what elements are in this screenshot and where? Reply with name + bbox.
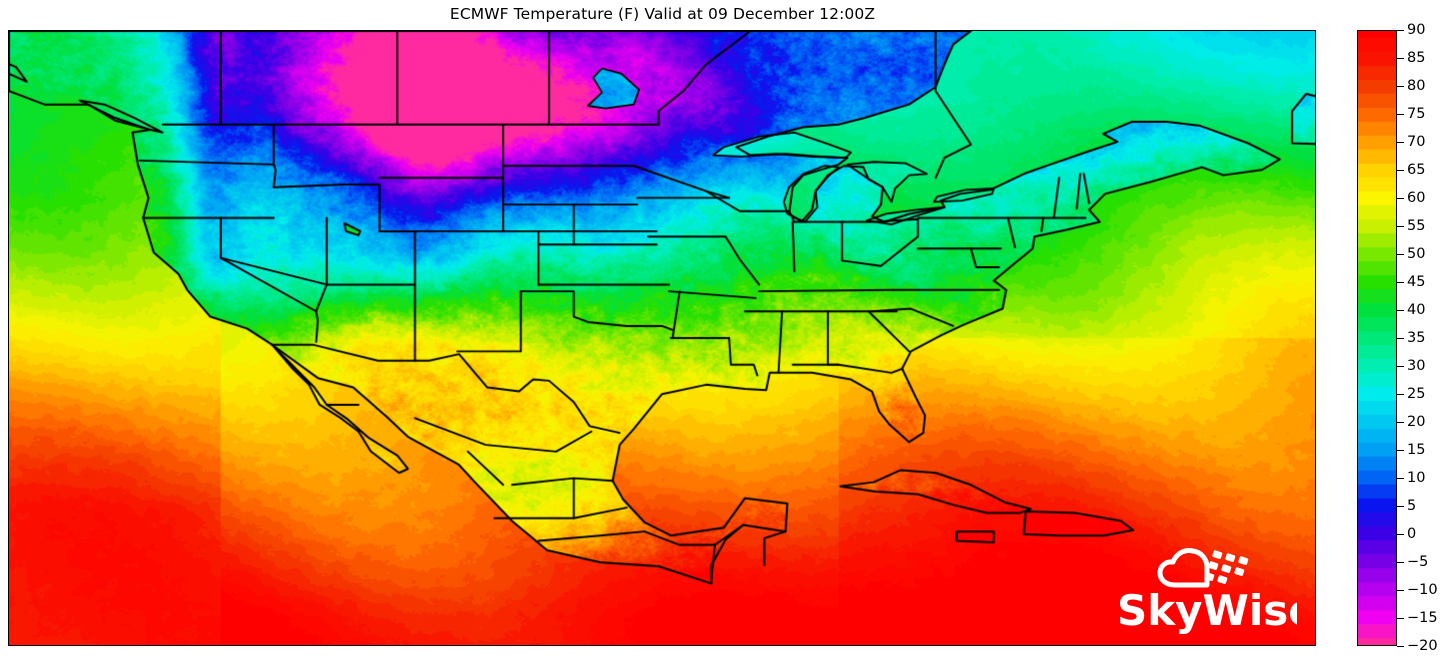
colorbar-tick-label: 85	[1407, 49, 1426, 66]
colorbar-tick	[1397, 338, 1404, 339]
colorbar-tick	[1397, 254, 1404, 255]
colorbar-tick-label: 60	[1407, 189, 1426, 206]
colorbar-tick	[1397, 198, 1404, 199]
colorbar-tick-label: 50	[1407, 245, 1426, 262]
colorbar-tick	[1397, 366, 1404, 367]
colorbar-tick	[1397, 170, 1404, 171]
colorbar-tick-label: −15	[1407, 609, 1438, 626]
colorbar-tick-label: 25	[1407, 385, 1426, 402]
colorbar-tick	[1397, 310, 1404, 311]
colorbar-tick	[1397, 282, 1404, 283]
colorbar-tick	[1397, 618, 1404, 619]
colorbar-tick	[1397, 394, 1404, 395]
colorbar-tick-label: 20	[1407, 413, 1426, 430]
temperature-map[interactable]: SkyWise	[8, 30, 1316, 646]
colorbar-tick	[1397, 506, 1404, 507]
colorbar-tick	[1397, 590, 1404, 591]
colorbar-tick	[1397, 450, 1404, 451]
colorbar-tick	[1397, 30, 1404, 31]
colorbar-tick-label: 0	[1407, 525, 1417, 542]
colorbar-tick	[1397, 562, 1404, 563]
colorbar-tick-label: −10	[1407, 581, 1438, 598]
colorbar-tick	[1397, 478, 1404, 479]
colorbar-tick-label: 30	[1407, 357, 1426, 374]
colorbar-tick-label: 10	[1407, 469, 1426, 486]
colorbar-gradient	[1357, 30, 1397, 646]
colorbar-tick-label: −20	[1407, 637, 1438, 654]
colorbar-tick	[1397, 58, 1404, 59]
colorbar-tick	[1397, 226, 1404, 227]
colorbar-tick-label: 35	[1407, 329, 1426, 346]
temperature-field-canvas	[9, 31, 1315, 645]
colorbar-tick-label: 55	[1407, 217, 1426, 234]
page-title: ECMWF Temperature (F) Valid at 09 Decemb…	[449, 5, 876, 23]
colorbar-canvas	[1358, 31, 1396, 645]
colorbar-tick-label: 45	[1407, 273, 1426, 290]
colorbar-tick-label: 70	[1407, 133, 1426, 150]
colorbar-tick-label: 5	[1407, 497, 1417, 514]
colorbar-tick	[1397, 142, 1404, 143]
colorbar-tick-label: 15	[1407, 441, 1426, 458]
colorbar-tick	[1397, 534, 1404, 535]
colorbar-tick-label: 65	[1407, 161, 1426, 178]
colorbar-tick-label: 90	[1407, 21, 1426, 38]
colorbar: 90 85 80 75 70 65 60 55 50 45 40 35 30 25 20 15 10 5 0 −5 −1…	[1357, 23, 1453, 653]
colorbar-tick	[1397, 114, 1404, 115]
colorbar-tick-label: 80	[1407, 77, 1426, 94]
colorbar-tick	[1397, 646, 1404, 647]
colorbar-tick	[1397, 86, 1404, 87]
colorbar-tick-label: 40	[1407, 301, 1426, 318]
colorbar-tick-label: −5	[1407, 553, 1429, 570]
colorbar-tick-label: 75	[1407, 105, 1426, 122]
colorbar-tick	[1397, 422, 1404, 423]
